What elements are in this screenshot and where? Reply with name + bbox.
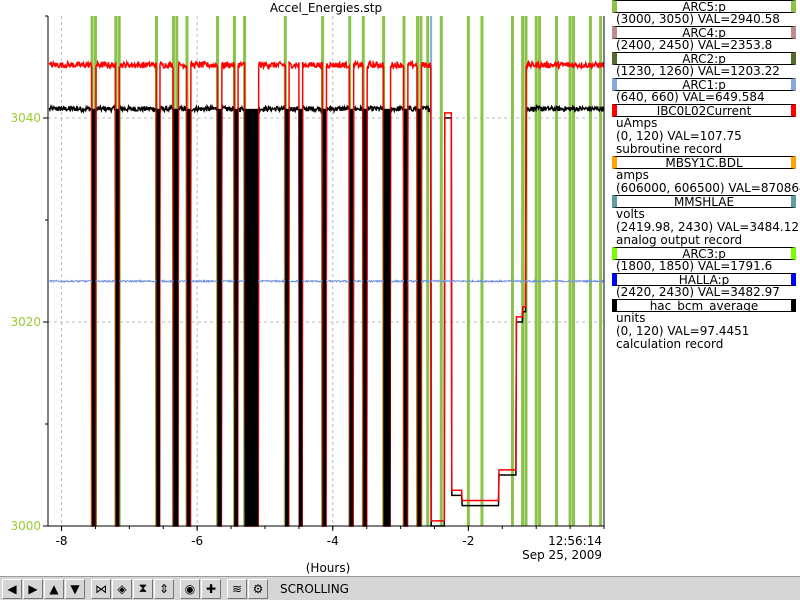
x-axis-label: (Hours): [306, 561, 351, 575]
legend-item-name: HALLA:p: [612, 273, 796, 286]
y-tick-label-2: 3040: [10, 111, 41, 125]
x-end-time-label: 12:56:14: [548, 534, 602, 548]
trip-bar-11: [349, 108, 354, 526]
trip-bar-0: [92, 108, 96, 526]
down-button[interactable]: ▼: [65, 578, 85, 599]
trip-bar-12: [363, 108, 367, 526]
config-button[interactable]: ⚙: [248, 578, 268, 599]
up-button[interactable]: ▲: [44, 578, 64, 599]
scroll-icon: ≋: [231, 581, 243, 596]
legend-item-name: ARC4:p: [612, 26, 796, 39]
legend-item-detail: (0, 120) VAL=107.75: [616, 129, 742, 143]
legend-item-name: MBSY1C.BDL: [612, 156, 796, 169]
series-lines: [48, 59, 605, 527]
legend-item-name: ARC3:p: [612, 247, 796, 260]
trip-bar-13: [383, 108, 391, 526]
config-icon: ⚙: [252, 581, 264, 596]
legend-item[interactable]: ARC2:p (1230, 1260) VAL=1203.22: [612, 52, 800, 78]
legend-item-detail: (606000, 606500) VAL=870864: [616, 181, 800, 195]
legend-item-name: ARC5:p: [612, 0, 796, 13]
legend-item-detail: (2400, 2450) VAL=2353.8: [616, 38, 773, 52]
x-tick-label-3: -2: [462, 534, 474, 548]
legend-item-detail: (1230, 1260) VAL=1203.22: [616, 64, 780, 78]
chart-title: Accel_Energies.stp: [269, 1, 383, 15]
trip-bar-1: [115, 108, 120, 526]
zoom-in-y-button[interactable]: ⧗: [133, 578, 153, 599]
trip-bar-5: [217, 108, 222, 526]
legend-item-detail: calculation record: [616, 337, 724, 351]
legend-item-detail: analog output record: [616, 233, 743, 247]
zoom-out-x-button[interactable]: ◈: [112, 578, 132, 599]
legend-item[interactable]: ARC4:p (2400, 2450) VAL=2353.8: [612, 26, 800, 52]
legend-item-detail: units: [616, 311, 646, 325]
zoom-in-x-button[interactable]: ⋈: [91, 578, 111, 599]
down-icon: ▼: [70, 581, 80, 596]
left-icon: ◀: [7, 581, 17, 596]
add-button[interactable]: ✚: [201, 578, 221, 599]
trip-bar-3: [173, 108, 179, 526]
legend: ARC5:p (3000, 3050) VAL=2940.58 ARC4:p (240…: [612, 0, 800, 351]
trip-bar-10: [322, 108, 326, 526]
right-icon: ▶: [28, 581, 38, 596]
legend-item-detail: volts: [616, 207, 645, 221]
legend-item-detail: (1800, 1850) VAL=1791.6: [616, 259, 773, 273]
legend-item-detail: (3000, 3050) VAL=2940.58: [616, 12, 780, 26]
zoom-in-x-icon: ⋈: [95, 581, 107, 596]
legend-item-detail: (2419.98, 2430) VAL=3484.12: [616, 220, 799, 234]
legend-item-name: hac_bcm_average: [612, 299, 796, 312]
trip-bar-6: [234, 108, 238, 526]
legend-item[interactable]: HALLA:p (2420, 2430) VAL=3482.97: [612, 273, 800, 299]
legend-item[interactable]: IBC0L02Current uAmps (0, 120) VAL=107.75 su…: [612, 104, 800, 156]
status-text: SCROLLING: [280, 581, 349, 596]
y-tick-label-0: 3000: [10, 519, 41, 533]
trip-bar-14: [403, 108, 408, 526]
trip-bar-9: [298, 108, 303, 526]
series-line-IBC0L02Current: [48, 59, 605, 527]
record-icon: ◉: [184, 581, 196, 596]
x-tick-label-1: -6: [191, 534, 203, 548]
legend-item-name: MMSHLAE: [612, 195, 796, 208]
y-tick-label-1: 3020: [10, 315, 41, 329]
right-button[interactable]: ▶: [23, 578, 43, 599]
series-line-HALLA:p: [49, 278, 605, 284]
legend-item-detail: (0, 120) VAL=97.4451: [616, 324, 750, 338]
legend-item[interactable]: hac_bcm_average units (0, 120) VAL=97.4451…: [612, 299, 800, 351]
legend-item-detail: amps: [616, 168, 649, 182]
add-icon: ✚: [205, 581, 217, 596]
legend-item-detail: (2420, 2430) VAL=3482.97: [616, 285, 780, 299]
left-button[interactable]: ◀: [2, 578, 22, 599]
legend-item[interactable]: ARC1:p (640, 660) VAL=649.584: [612, 78, 800, 104]
scroll-button[interactable]: ≋: [227, 578, 247, 599]
record-button[interactable]: ◉: [180, 578, 200, 599]
trip-bar-15: [417, 108, 421, 526]
legend-item[interactable]: MBSY1C.BDL amps (606000, 606500) VAL=87086…: [612, 156, 800, 195]
legend-item-name: ARC1:p: [612, 78, 796, 91]
trip-bar-2: [156, 108, 160, 526]
legend-item-detail: (640, 660) VAL=649.584: [616, 90, 765, 104]
zoom-out-x-icon: ◈: [117, 581, 127, 596]
legend-item[interactable]: ARC3:p (1800, 1850) VAL=1791.6: [612, 247, 800, 273]
trip-bar-7: [244, 108, 259, 526]
legend-item[interactable]: MMSHLAE volts (2419.98, 2430) VAL=3484.12 a…: [612, 195, 800, 247]
legend-item[interactable]: ARC5:p (3000, 3050) VAL=2940.58: [612, 0, 800, 26]
axes: [43, 15, 605, 531]
zoom-out-y-icon: ⇕: [158, 581, 170, 596]
zoom-in-y-icon: ⧗: [138, 581, 148, 595]
legend-item-detail: subroutine record: [616, 142, 723, 156]
x-tick-label-2: -4: [327, 534, 339, 548]
legend-item-name: ARC2:p: [612, 52, 796, 65]
trip-bar-8: [285, 108, 289, 526]
legend-item-detail: uAmps: [616, 116, 658, 130]
toolbar: ◀ ▶ ▲ ▼ ⋈ ◈ ⧗ ⇕ ◉ ✚ ≋ ⚙ SCROLLING: [0, 576, 800, 600]
legend-item-name: IBC0L02Current: [612, 104, 796, 117]
trip-bar-4: [187, 108, 191, 526]
date-label: Sep 25, 2009: [522, 548, 602, 562]
up-icon: ▲: [49, 581, 59, 596]
zoom-out-y-button[interactable]: ⇕: [154, 578, 174, 599]
x-tick-label-0: -8: [56, 534, 68, 548]
